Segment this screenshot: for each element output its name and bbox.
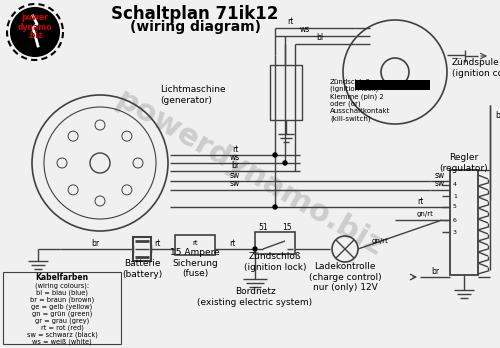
Text: .biz: .biz bbox=[27, 32, 43, 40]
Text: Regler
(regulator): Regler (regulator) bbox=[440, 153, 488, 173]
Circle shape bbox=[253, 247, 257, 251]
Text: powerdynamo.biz: powerdynamo.biz bbox=[111, 85, 389, 263]
Circle shape bbox=[273, 205, 277, 209]
Text: 4: 4 bbox=[453, 182, 457, 188]
Text: (wiring colours):: (wiring colours): bbox=[35, 283, 89, 289]
Text: Bordnetz
(existing electric system): Bordnetz (existing electric system) bbox=[198, 287, 312, 307]
Text: 1: 1 bbox=[453, 193, 457, 198]
Bar bbox=[175, 235, 215, 255]
Text: Kabelfarben: Kabelfarben bbox=[36, 274, 88, 283]
Text: 15: 15 bbox=[282, 222, 292, 231]
Text: rt: rt bbox=[229, 238, 235, 247]
Text: bl: bl bbox=[316, 33, 324, 42]
Text: Ladekontrolle
(charge control)
nur (only) 12V: Ladekontrolle (charge control) nur (only… bbox=[308, 262, 382, 292]
Circle shape bbox=[283, 161, 287, 165]
Text: Schaltplan 71ik12: Schaltplan 71ik12 bbox=[112, 5, 278, 23]
Text: ge = gelb (yellow): ge = gelb (yellow) bbox=[32, 304, 92, 310]
Text: sw: sw bbox=[435, 171, 445, 180]
Text: rt: rt bbox=[417, 197, 423, 206]
Text: Lichtmaschine
(generator): Lichtmaschine (generator) bbox=[160, 85, 226, 105]
Text: rt: rt bbox=[232, 144, 238, 153]
Text: Zündspule
(ignition coil): Zündspule (ignition coil) bbox=[452, 58, 500, 78]
Text: ws: ws bbox=[230, 152, 240, 161]
Text: br: br bbox=[431, 267, 439, 276]
Text: sw: sw bbox=[230, 171, 240, 180]
Text: Zündschloß
(ignition lock)
Klemme (pin) 2
oder (or)
Ausschaltkontakt
(kill-switc: Zündschloß (ignition lock) Klemme (pin) … bbox=[330, 79, 390, 121]
Text: 6: 6 bbox=[453, 218, 457, 222]
Text: br: br bbox=[91, 239, 99, 248]
Circle shape bbox=[273, 153, 277, 157]
Text: gr = grau (grey): gr = grau (grey) bbox=[35, 318, 89, 324]
Circle shape bbox=[11, 8, 59, 56]
Text: Batterie
(battery): Batterie (battery) bbox=[122, 259, 162, 279]
Text: bl = blau (blue): bl = blau (blue) bbox=[36, 290, 88, 296]
Text: gn/rt: gn/rt bbox=[372, 238, 388, 244]
Bar bbox=[255, 232, 295, 254]
Text: ws: ws bbox=[300, 25, 310, 34]
Bar bbox=[270, 65, 302, 120]
Bar bbox=[3, 272, 121, 344]
Bar bbox=[450, 170, 478, 275]
Text: sw: sw bbox=[435, 180, 445, 189]
Text: rt: rt bbox=[192, 240, 198, 246]
Text: br: br bbox=[231, 160, 239, 169]
Text: gn = grün (green): gn = grün (green) bbox=[32, 311, 92, 317]
Text: rt: rt bbox=[287, 17, 293, 26]
Text: 3: 3 bbox=[453, 229, 457, 235]
Text: rt: rt bbox=[154, 238, 160, 247]
Text: ws = weiß (white): ws = weiß (white) bbox=[32, 339, 92, 345]
Text: 15 Ampere
Sicherung
(fuse): 15 Ampere Sicherung (fuse) bbox=[170, 248, 220, 278]
Text: dynamo: dynamo bbox=[18, 23, 52, 32]
Text: 51: 51 bbox=[258, 222, 268, 231]
Text: power: power bbox=[22, 14, 48, 23]
Text: (wiring diagram): (wiring diagram) bbox=[130, 20, 260, 34]
Text: sw = schwarz (black): sw = schwarz (black) bbox=[26, 332, 98, 338]
Text: gn/rt: gn/rt bbox=[416, 211, 434, 217]
Text: 5: 5 bbox=[453, 205, 457, 209]
Text: br: br bbox=[495, 111, 500, 119]
Bar bbox=[133, 237, 151, 261]
Bar bbox=[355, 80, 430, 90]
Text: Zündschloß
(ignition lock): Zündschloß (ignition lock) bbox=[244, 252, 306, 272]
Text: sw: sw bbox=[230, 180, 240, 189]
Text: rt = rot (red): rt = rot (red) bbox=[40, 325, 84, 331]
Text: br = braun (brown): br = braun (brown) bbox=[30, 297, 94, 303]
